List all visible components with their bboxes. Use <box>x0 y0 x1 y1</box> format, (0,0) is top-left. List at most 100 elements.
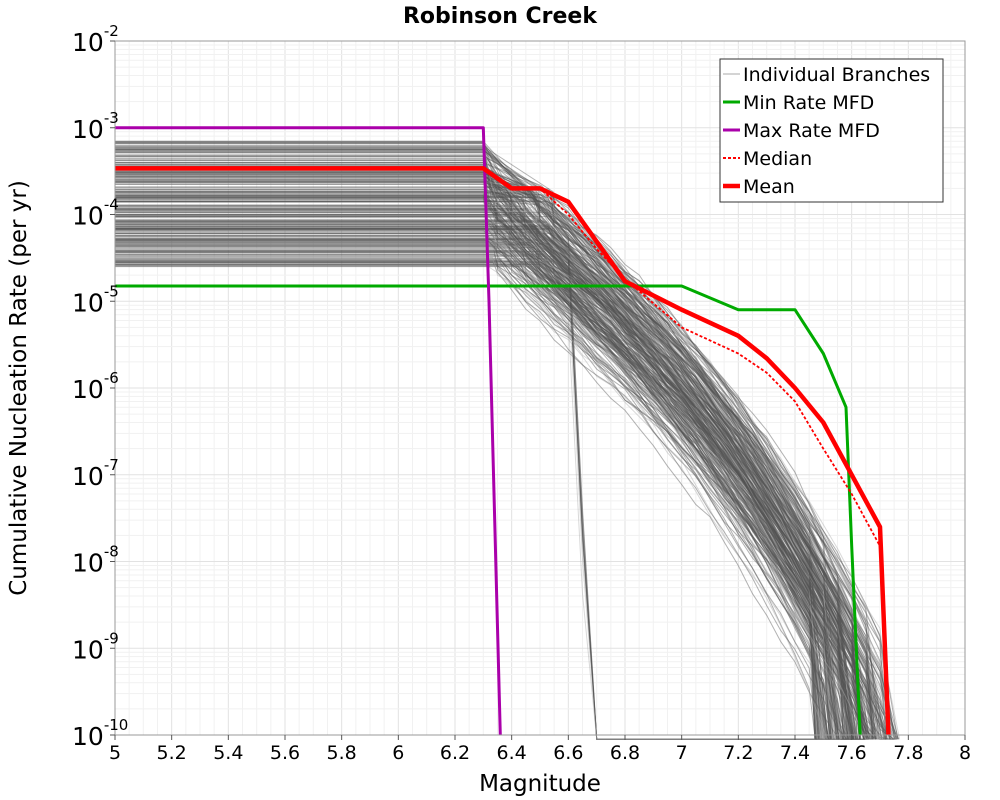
branch-line <box>115 172 826 740</box>
branch-line <box>115 200 885 740</box>
branch-line <box>115 243 824 740</box>
branch-line <box>115 216 867 740</box>
branch-line <box>115 232 816 740</box>
branch-line <box>115 228 838 740</box>
branch-line <box>115 216 857 740</box>
branch-line <box>115 221 868 740</box>
branch-line <box>115 211 866 740</box>
branch-line <box>115 251 831 740</box>
branch-line <box>115 168 901 740</box>
y-tick-exponent: -9 <box>104 629 119 647</box>
branch-line <box>115 194 887 740</box>
branch-line <box>115 228 821 740</box>
branch-line <box>115 200 849 740</box>
branch-line <box>115 263 843 740</box>
branch-line <box>115 156 874 740</box>
branch-line <box>115 163 857 740</box>
branch-line <box>115 233 883 740</box>
branch-line <box>115 243 871 740</box>
branch-line <box>115 209 876 740</box>
branch-line <box>115 176 897 740</box>
branch-line <box>115 227 865 740</box>
branch-line <box>115 240 865 740</box>
branch-line <box>115 226 858 740</box>
branch-line <box>115 255 838 740</box>
branch-line <box>115 240 857 740</box>
branch-line <box>115 243 866 740</box>
branch-line <box>115 228 866 740</box>
branch-line <box>115 144 845 740</box>
x-tick-label: 6 <box>392 742 404 764</box>
branch-line <box>115 187 848 740</box>
x-tick-label: 7.6 <box>837 742 867 764</box>
legend: Individual Branches Min Rate MFD Max Rate … <box>719 58 944 203</box>
branch-line <box>115 205 864 740</box>
branch-line <box>115 181 893 740</box>
branch-line <box>115 197 882 740</box>
branch-line <box>115 228 865 740</box>
branch-line <box>115 216 823 740</box>
x-tick-label: 7.8 <box>893 742 923 764</box>
branch-line <box>115 210 844 740</box>
branch-line <box>115 155 862 740</box>
branch-line <box>115 228 893 740</box>
branch-line <box>115 233 873 740</box>
branch-line <box>115 210 837 740</box>
branch-line <box>115 208 838 740</box>
branch-line <box>115 180 898 740</box>
branch-line <box>115 215 878 740</box>
branch-line <box>115 258 876 740</box>
branch-line <box>115 261 869 740</box>
branch-line <box>115 182 816 740</box>
branch-line <box>115 228 852 740</box>
branch-line <box>115 263 891 740</box>
branch-line <box>115 165 844 740</box>
branch-line <box>115 265 841 740</box>
branch-line <box>115 181 886 740</box>
branch-line <box>115 216 878 740</box>
branch-line <box>115 229 840 740</box>
branch-line <box>115 243 865 740</box>
branch-line <box>115 148 875 740</box>
branch-line <box>115 181 852 740</box>
branch-line <box>115 228 820 740</box>
branch-line <box>115 219 868 740</box>
branch-line <box>115 165 895 740</box>
branch-line <box>115 162 855 740</box>
x-axis-label: Magnitude <box>479 771 601 797</box>
branch-line <box>115 225 887 740</box>
branch-line <box>115 191 816 740</box>
branch-line <box>115 242 824 740</box>
branch-line <box>115 182 854 740</box>
branch-line <box>115 214 883 740</box>
branch-line <box>115 245 857 740</box>
x-axis-ticks: 5 5.2 5.4 5.6 5.8 6 6.2 6.4 6.6 6.8 7 7.2 7.4 7.6 7.8 8 <box>109 735 971 764</box>
branch-line <box>115 191 899 740</box>
branch-line <box>115 179 846 740</box>
y-tick-exponent: -3 <box>104 109 119 127</box>
branch-line <box>115 208 819 740</box>
x-tick-label: 5.4 <box>213 742 243 764</box>
branch-line <box>115 226 849 740</box>
branch-line <box>115 240 846 740</box>
branch-line <box>115 252 876 740</box>
branch-line <box>115 198 873 740</box>
branch-line <box>115 173 885 740</box>
branch-line <box>115 225 866 740</box>
branch-line <box>115 143 832 740</box>
branch-line <box>115 198 851 740</box>
branch-line <box>115 150 838 740</box>
branch-line <box>115 242 895 740</box>
branch-line <box>115 261 898 740</box>
series-line-min-rate-mfd <box>115 284 862 736</box>
branch-line <box>115 205 834 740</box>
branch-line <box>115 166 819 740</box>
branch-line <box>115 246 894 740</box>
branch-line <box>115 147 853 740</box>
branch-line <box>115 220 850 740</box>
x-tick-label: 6.2 <box>440 742 470 764</box>
branch-line <box>115 166 887 740</box>
y-tick-exponent: -7 <box>104 456 119 474</box>
branch-line <box>115 209 888 740</box>
branch-line <box>115 189 854 740</box>
